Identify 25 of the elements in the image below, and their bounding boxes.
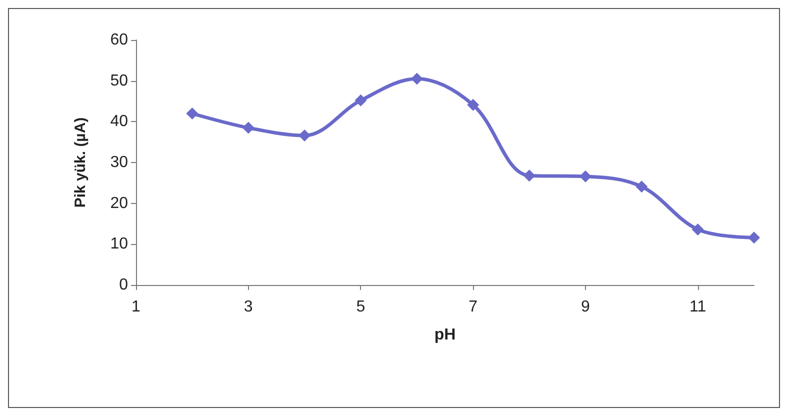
point <box>636 180 648 193</box>
x-tick-label: 11 <box>690 298 706 316</box>
point <box>467 98 480 111</box>
point <box>748 232 760 244</box>
point <box>523 170 536 182</box>
point <box>410 72 423 85</box>
x-tick-label: 3 <box>244 298 253 316</box>
y-tick-label: 60 <box>110 32 128 48</box>
y-tick-label: 40 <box>110 113 128 130</box>
point <box>186 108 198 120</box>
y-axis-title: Pik yük. (µA) <box>72 117 89 208</box>
y-tick-label: 0 <box>119 276 128 294</box>
x-tick-label: 5 <box>356 298 366 316</box>
y-tick-label: 50 <box>110 72 128 90</box>
point <box>298 130 311 142</box>
y-tick-label: 30 <box>110 154 128 171</box>
point <box>692 223 704 236</box>
point <box>242 122 254 134</box>
point <box>354 94 367 106</box>
x-tick-label: 7 <box>468 298 478 316</box>
y-tick-label: 20 <box>110 194 128 212</box>
x-axis-title: pH <box>434 326 456 344</box>
y-tick-label: 10 <box>110 236 128 253</box>
x-tick-label: 9 <box>581 298 590 316</box>
x-tick-label: 1 <box>132 298 141 316</box>
